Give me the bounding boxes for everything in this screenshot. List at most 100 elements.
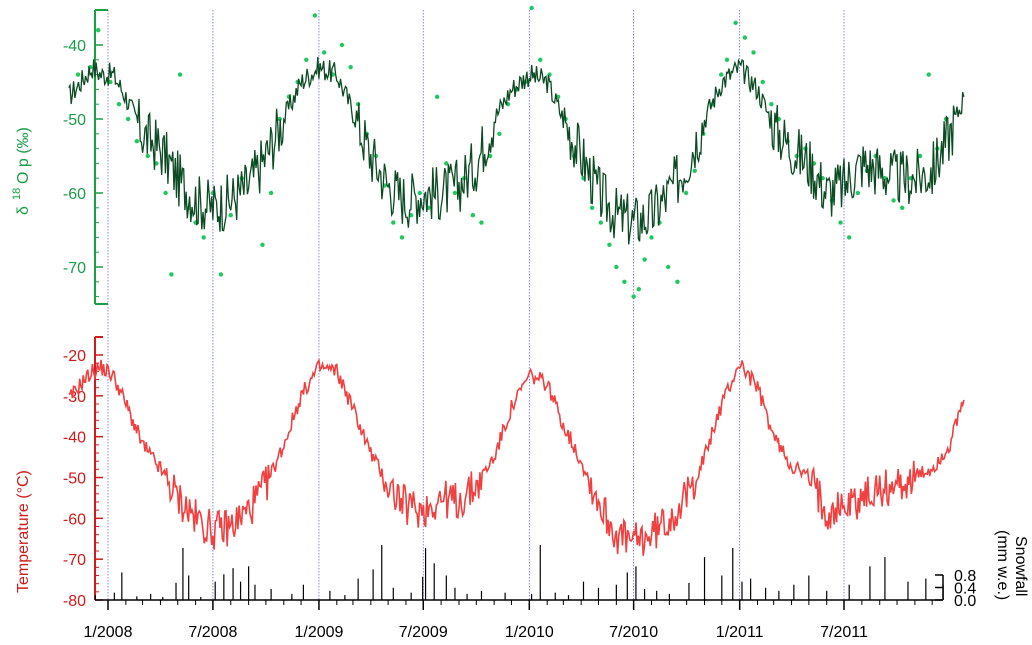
temperature-ylabel: Temperature (°C): [15, 470, 32, 593]
delta18o-point: [855, 190, 861, 196]
delta18o-point: [846, 235, 852, 240]
delta18o-tick-label: -50: [63, 112, 86, 129]
delta18o-point: [675, 279, 680, 284]
delta18o-point: [228, 213, 233, 218]
delta18o-point: [683, 190, 689, 196]
delta18o-tick-label: -40: [63, 38, 86, 55]
delta18o-point: [497, 131, 502, 136]
delta18o-point: [163, 190, 168, 196]
delta18o-point: [218, 272, 224, 277]
delta18o-y-ticks: -40 -50 -60 -70: [63, 9, 108, 305]
delta18o-point: [666, 264, 671, 270]
temperature-tick-label: -40: [63, 430, 86, 447]
temperature-tick-label: -30: [63, 389, 86, 406]
delta18o-point: [434, 94, 440, 100]
x-tick-label: 7/2009: [399, 624, 448, 641]
delta18o-point: [589, 205, 595, 210]
delta18o-point: [268, 190, 274, 196]
x-tick-label: 7/2011: [820, 624, 868, 641]
delta18o-point: [201, 235, 206, 240]
delta18o-point: [321, 50, 327, 55]
delta18o-point: [631, 294, 636, 299]
delta18o-point: [642, 257, 647, 262]
delta18o-point: [125, 116, 131, 122]
snowfall-ylabel-line2: (mm w.e.): [994, 530, 1011, 600]
delta18o-panel: -40 -50 -60 -70 δ 18 O p (‰): [11, 5, 965, 305]
temperature-line: [68, 357, 965, 556]
delta18o-point: [719, 72, 724, 77]
x-tick-label: 1/2010: [505, 624, 554, 641]
delta18o-point: [769, 102, 774, 107]
delta18o-scatter-points: [75, 5, 949, 299]
delta18o-point: [339, 42, 345, 48]
delta18o-point: [408, 213, 414, 218]
delta18o-point: [891, 198, 896, 203]
x-axis-ticks: 1/2008 7/2008 1/2009 7/2009 1/2010 7/2010 1/20…: [84, 600, 933, 641]
delta18o-point: [348, 65, 353, 70]
delta18o-ylabel-base: δ: [15, 206, 32, 215]
delta18o-point: [452, 190, 458, 196]
delta18o-point: [636, 287, 642, 292]
delta18o-point: [399, 235, 405, 240]
delta18o-point: [838, 220, 843, 225]
temperature-y-ticks: -20 -30 -40 -50 -60 -70 -80: [63, 336, 103, 610]
temperature-tick-label: -20: [63, 348, 86, 365]
delta18o-point: [529, 5, 534, 11]
temperature-tick-label: -50: [63, 471, 86, 488]
delta18o-point: [134, 139, 140, 144]
delta18o-point: [760, 79, 765, 85]
delta18o-line: [68, 56, 965, 245]
snowfall-tick-label: 0.0: [954, 593, 976, 610]
delta18o-point: [177, 72, 183, 77]
x-axis: 1/2008 7/2008 1/2009 7/2009 1/2010 7/2010 1/20…: [84, 599, 943, 641]
delta18o-point: [882, 176, 888, 181]
delta18o-point: [538, 57, 543, 62]
delta18o-point: [75, 72, 81, 77]
snowfall-bars: [94, 545, 944, 600]
temperature-tick-label: -80: [63, 593, 86, 610]
delta18o-point: [145, 153, 150, 159]
x-tick-label: 7/2010: [609, 624, 658, 641]
delta18o-point: [304, 57, 309, 62]
delta18o-point: [607, 242, 612, 247]
delta18o-point: [479, 220, 484, 225]
delta18o-point: [649, 235, 654, 240]
delta18o-point: [622, 279, 627, 284]
delta18o-tick-label: -70: [63, 260, 86, 277]
delta18o-point: [742, 35, 748, 40]
delta18o-point: [444, 161, 449, 166]
delta18o-point: [260, 242, 265, 247]
delta18o-ylabel-sup: 18: [11, 188, 23, 200]
delta18o-point: [169, 272, 174, 277]
delta18o-point: [751, 50, 756, 55]
delta18o-point: [417, 190, 423, 196]
snowfall-panel: 0.80.40.0 Snowfall (mm w.e.): [94, 530, 1029, 610]
snowfall-y-ticks: 0.80.40.0: [935, 568, 976, 610]
delta18o-point: [470, 213, 476, 218]
snowfall-ylabel-line1: Snowfall: [1012, 536, 1029, 596]
delta18o-point: [724, 57, 730, 62]
delta18o-point: [733, 20, 738, 25]
x-tick-label: 1/2009: [294, 624, 343, 641]
delta18o-point: [917, 153, 923, 159]
snowfall-tick-label: 0.4: [954, 581, 976, 598]
temperature-panel: -20 -30 -40 -50 -60 -70 -80 Temperature (°C): [15, 336, 965, 610]
delta18o-point: [614, 264, 619, 270]
delta18o-point: [391, 220, 396, 225]
delta18o-ylabel-rest: O p (‰): [15, 127, 32, 184]
temperature-tick-label: -60: [63, 511, 86, 528]
temperature-tick-label: -70: [63, 552, 86, 569]
delta18o-point: [900, 205, 905, 210]
delta18o-point: [116, 102, 122, 107]
delta18o-point: [598, 220, 603, 225]
x-tick-label: 1/2008: [84, 624, 133, 641]
delta18o-point: [96, 28, 101, 33]
snowfall-tick-label: 0.8: [954, 568, 976, 585]
delta18o-tick-label: -60: [63, 186, 86, 203]
delta18o-point: [692, 168, 697, 173]
delta18o-point: [926, 72, 931, 77]
delta18o-point: [487, 153, 493, 159]
delta18o-point: [312, 13, 318, 18]
